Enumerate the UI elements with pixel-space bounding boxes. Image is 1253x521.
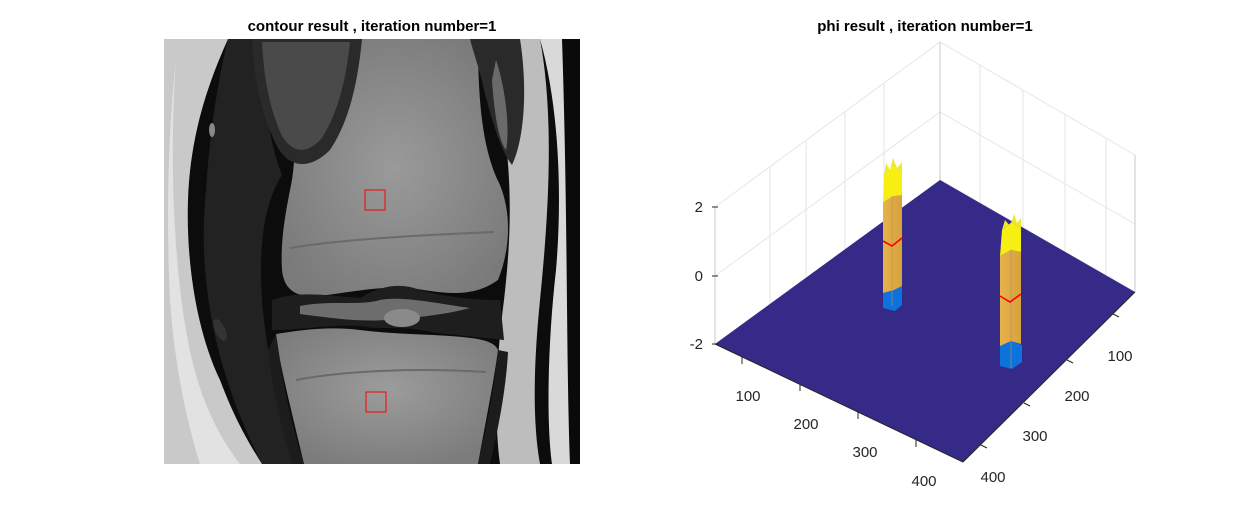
x-tick-label: 400 xyxy=(911,473,936,490)
mri-image xyxy=(164,39,580,464)
x-tick-label: 300 xyxy=(852,444,877,461)
surface-panel: phi result , iteration number=1 xyxy=(690,18,1136,490)
image-title: contour result , iteration number=1 xyxy=(248,18,497,35)
z-tick-label: 0 xyxy=(695,268,703,285)
z-tick-label: -2 xyxy=(690,336,703,353)
x-tick-label: 200 xyxy=(793,416,818,433)
y-tick-label: 400 xyxy=(980,469,1005,486)
y-tick-label: 300 xyxy=(1022,428,1047,445)
surface-title: phi result , iteration number=1 xyxy=(817,18,1032,35)
image-panel: contour result , iteration number=1 xyxy=(164,18,580,464)
zero-level-line-upper xyxy=(882,237,903,247)
axis-lines xyxy=(712,206,1136,463)
surface-base xyxy=(715,180,1135,462)
contour-square-upper xyxy=(364,189,386,211)
z-tick-label: 2 xyxy=(695,199,703,216)
x-tick-label: 100 xyxy=(735,388,760,405)
zero-level-line-lower xyxy=(999,293,1022,303)
y-tick-label: 100 xyxy=(1107,348,1132,365)
peak-upper xyxy=(882,158,903,311)
contour-square-lower xyxy=(365,391,387,413)
y-tick-label: 200 xyxy=(1064,388,1089,405)
peak-lower xyxy=(999,214,1022,369)
